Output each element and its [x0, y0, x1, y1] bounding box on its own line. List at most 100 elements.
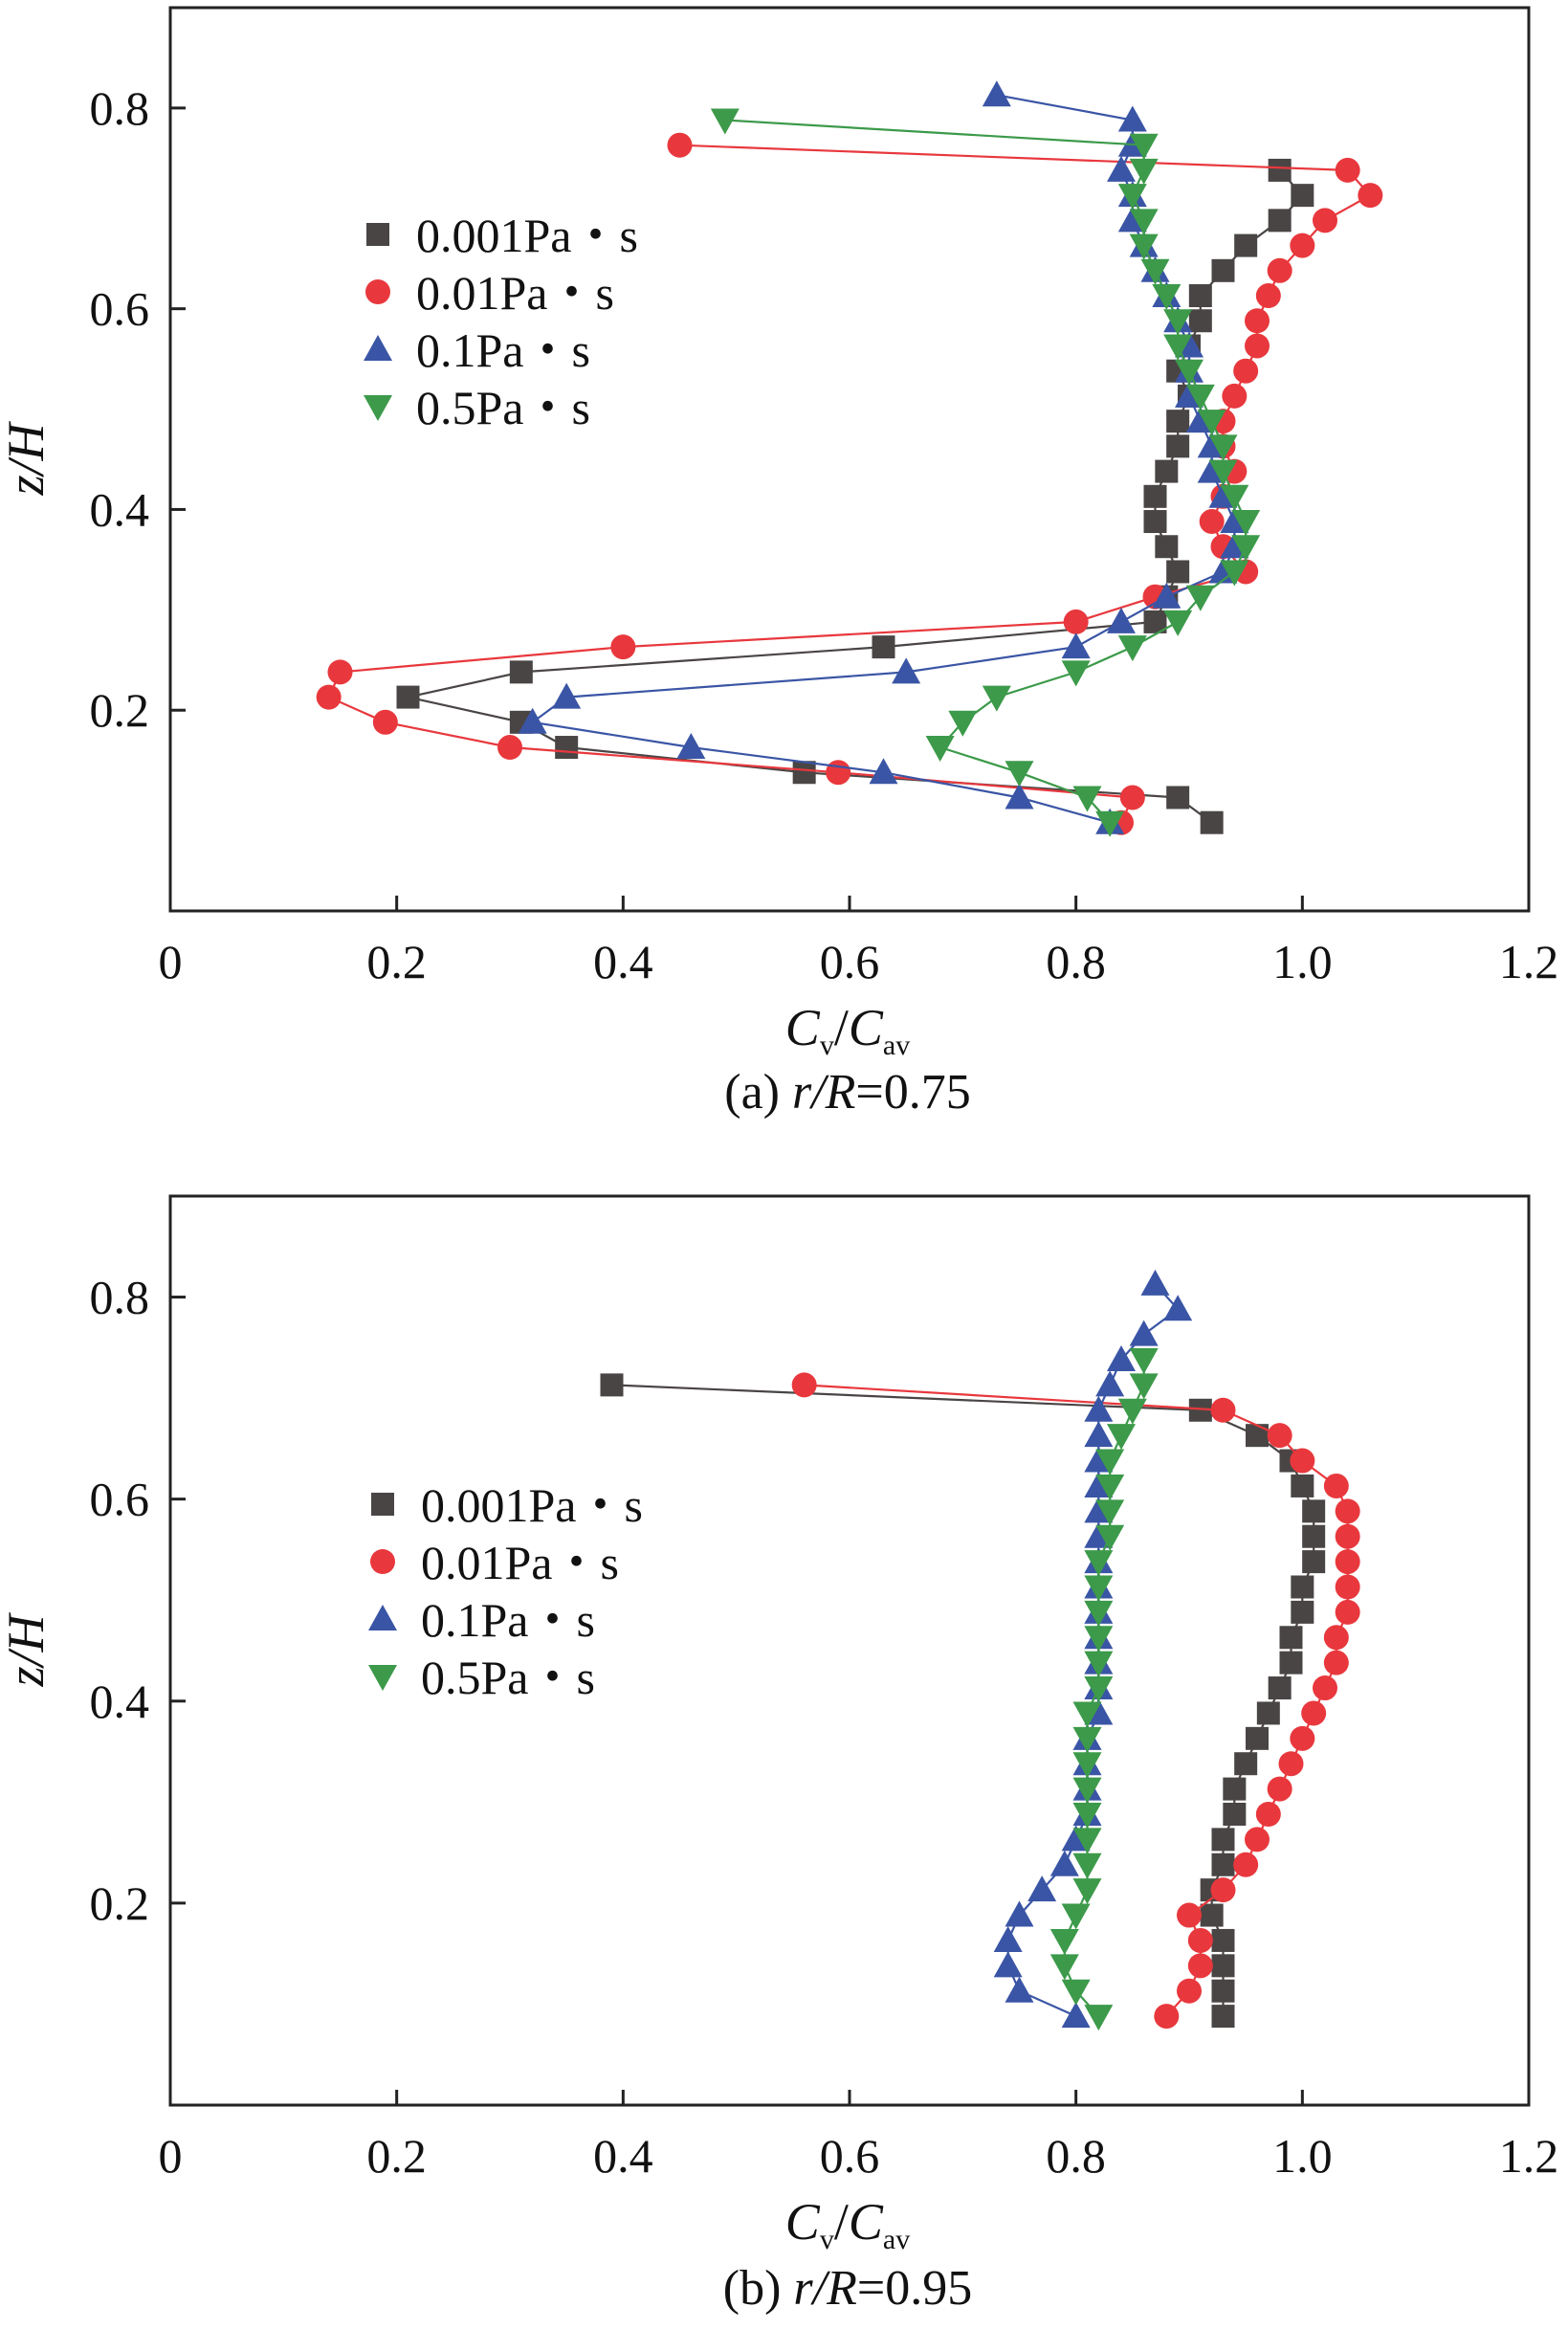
data-point: [1140, 258, 1170, 285]
data-point: [1220, 560, 1249, 587]
data-point: [509, 660, 533, 684]
data-point: [1290, 1448, 1315, 1474]
series-1: [791, 1372, 1360, 2030]
data-point: [1188, 309, 1212, 333]
data-point: [1072, 1852, 1102, 1879]
data-point: [1278, 1751, 1304, 1777]
data-point: [1072, 1828, 1102, 1854]
data-point: [1061, 1979, 1091, 2006]
y-tick-label: 0.4: [90, 482, 150, 536]
data-point: [1107, 607, 1136, 633]
data-point: [1095, 1449, 1125, 1475]
data-point: [1163, 334, 1193, 361]
legend-label: 0.1Pa・s: [416, 323, 590, 377]
data-point: [316, 684, 342, 710]
data-point: [1279, 1651, 1303, 1675]
data-point: [1143, 510, 1167, 534]
data-point: [925, 736, 955, 763]
x-tick-label: 1.0: [1272, 2129, 1333, 2183]
data-point: [1211, 1928, 1235, 1952]
data-point: [1335, 1549, 1360, 1575]
legend-marker: [365, 279, 390, 304]
data-point: [1223, 1777, 1247, 1801]
series-3: [1049, 1348, 1159, 2031]
data-point: [1313, 208, 1337, 233]
data-point: [1155, 459, 1179, 483]
data-point: [1005, 1976, 1034, 2003]
data-point: [1211, 1954, 1235, 1978]
data-point: [1256, 1701, 1280, 1725]
data-point: [1005, 1900, 1034, 1927]
data-point: [1117, 635, 1147, 662]
x-tick-label: 1.2: [1499, 935, 1559, 988]
data-point: [993, 1925, 1023, 1952]
data-point: [1323, 1473, 1349, 1498]
data-point: [1323, 1625, 1349, 1651]
data-point: [1335, 157, 1360, 183]
data-point: [1358, 183, 1383, 209]
data-point: [1220, 484, 1249, 511]
data-point: [1208, 434, 1238, 461]
data-point: [1233, 358, 1259, 384]
data-point: [667, 132, 693, 158]
data-point: [1095, 1524, 1125, 1551]
data-point: [1129, 233, 1159, 260]
legend-marker: [364, 335, 392, 361]
data-point: [1005, 761, 1034, 787]
data-point: [1211, 1979, 1235, 2003]
x-tick-label: 0.4: [593, 935, 653, 988]
data-point: [1072, 1878, 1102, 1905]
data-point: [1143, 484, 1167, 508]
panel-a: 0 0.2 0.4 0.6 0.8 1.0 1.2 0.2 0.4 0.6 0.8 z/H Cv/Cav…: [0, 6, 1559, 1120]
data-point: [1166, 786, 1190, 810]
data-point: [1166, 560, 1190, 584]
data-point: [1152, 284, 1182, 311]
data-point: [1267, 257, 1292, 283]
y-tick-label: 0.8: [90, 81, 150, 135]
data-point: [1246, 1726, 1269, 1750]
data-point: [1063, 609, 1089, 634]
data-point: [1129, 1320, 1159, 1346]
data-point: [676, 733, 706, 760]
data-point: [869, 758, 898, 785]
data-point: [1268, 158, 1292, 182]
data-point: [1084, 1550, 1114, 1577]
data-point: [1290, 1725, 1315, 1751]
data-point: [1084, 1395, 1114, 1422]
y-tick-label: 0.6: [90, 282, 150, 336]
y-tick-label: 0.2: [90, 683, 150, 737]
data-point: [1210, 1397, 1236, 1423]
data-point: [1197, 410, 1226, 436]
data-point: [1154, 2004, 1180, 2030]
data-point: [1302, 1524, 1326, 1548]
data-point: [1027, 1875, 1057, 1902]
data-point: [1095, 1370, 1125, 1397]
data-point: [1152, 582, 1182, 609]
data-point: [372, 709, 398, 735]
data-point: [1222, 383, 1248, 409]
data-point: [1335, 1498, 1360, 1524]
x-tick-label: 0.8: [1046, 935, 1106, 988]
data-point: [1335, 1574, 1360, 1600]
data-point: [1302, 1550, 1326, 1574]
data-point: [1279, 1626, 1303, 1650]
data-point: [1107, 155, 1136, 182]
data-point: [1234, 1752, 1258, 1776]
data-point: [1187, 1927, 1213, 1953]
data-point: [1187, 1953, 1213, 1979]
data-point: [497, 735, 522, 761]
data-point: [1231, 510, 1261, 537]
data-point: [610, 634, 636, 660]
data-point: [1335, 1599, 1360, 1625]
data-point: [1072, 1803, 1102, 1829]
data-point: [1140, 1269, 1170, 1296]
legend: 0.001Pa・s0.01Pa・s0.1Pa・s0.5Pa・s: [368, 1478, 643, 1704]
panel-b: 0 0.2 0.4 0.6 0.8 1.0 1.2 0.2 0.4 0.6 0.8 z/H Cv/Cav…: [0, 1194, 1558, 2316]
data-point: [1323, 1650, 1349, 1675]
data-point: [1166, 434, 1190, 458]
data-point: [892, 657, 921, 684]
data-point: [1211, 1852, 1235, 1876]
data-point: [1245, 308, 1270, 334]
data-point: [1084, 1600, 1114, 1627]
plot-frame: [168, 1194, 1531, 2107]
